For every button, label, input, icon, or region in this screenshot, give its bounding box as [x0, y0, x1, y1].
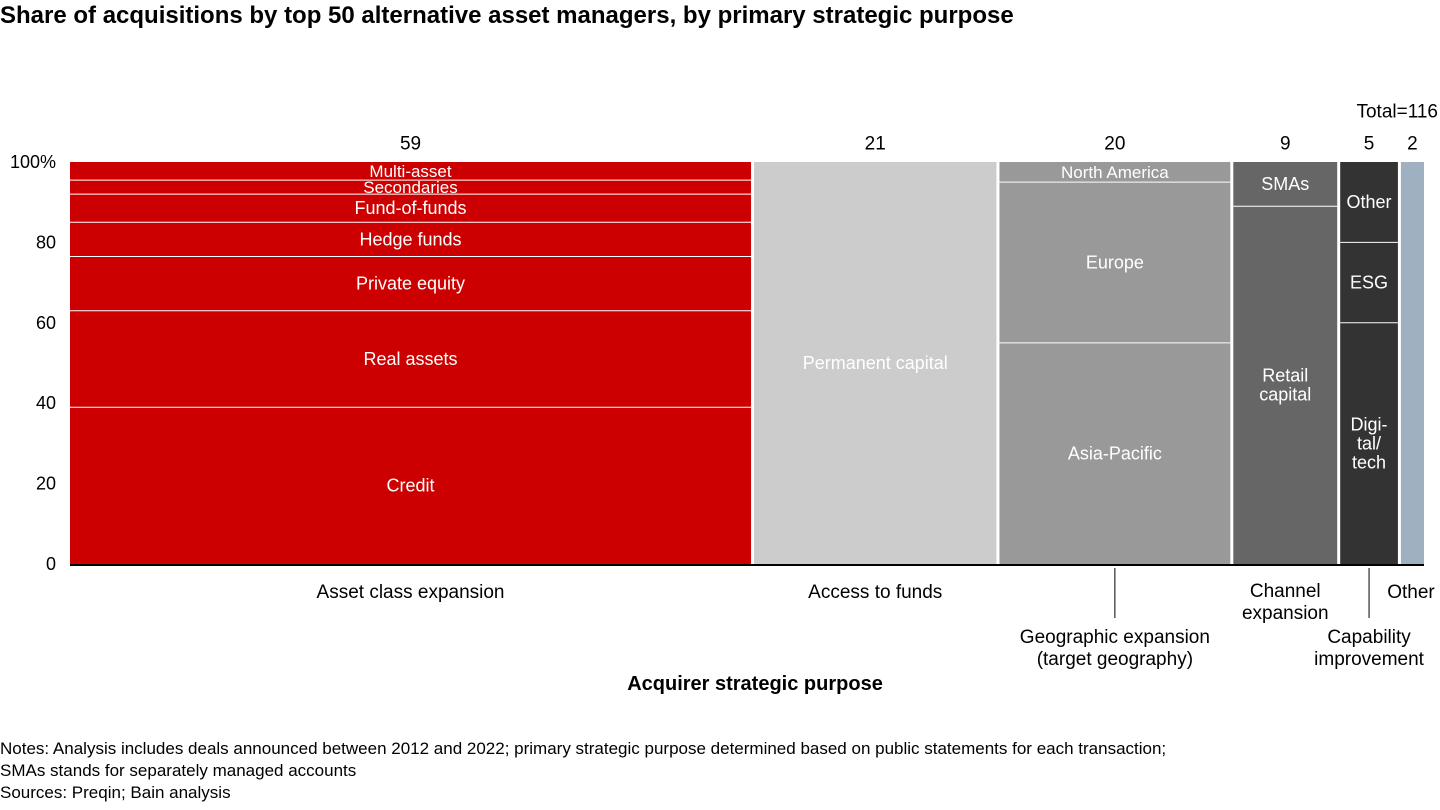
segment-bar	[1400, 162, 1424, 564]
column-count-label: 20	[1104, 134, 1125, 155]
segment-bar	[1233, 162, 1338, 207]
category-label: Other	[1387, 582, 1435, 603]
x-axis-title: Acquirer strategic purpose	[627, 673, 883, 695]
segment-label: North America	[1061, 163, 1169, 182]
segment-bar	[1340, 162, 1398, 243]
segment-bar	[70, 222, 752, 257]
segment-label: Private equity	[356, 274, 465, 294]
chart-title: Share of acquisitions by top 50 alternat…	[0, 2, 1014, 29]
notes-line: Notes: Analysis includes deals announced…	[0, 739, 1167, 758]
y-tick-label: 0	[46, 554, 56, 574]
segment-label: Retail capital	[1259, 366, 1311, 405]
segment-label: Fund-of-funds	[354, 198, 466, 218]
total-label: Total=116	[1356, 102, 1438, 123]
segment-bar	[999, 182, 1231, 343]
marimekko-chart: 100% 80 60 40 20 0 Credit Real assets Private eq…	[10, 102, 1438, 696]
segment-label: Real assets	[363, 349, 457, 369]
category-label: Access to funds	[808, 582, 942, 603]
notes-line: SMAs stands for separately managed accou…	[0, 761, 357, 780]
segment-label: SMAs	[1261, 174, 1309, 194]
segment-label: Digi-tal/tech	[1351, 414, 1388, 472]
column-count-label: 59	[400, 134, 421, 155]
segment-label: Credit	[387, 476, 435, 496]
column-count-label: 2	[1407, 134, 1418, 155]
segment-bar	[1340, 322, 1398, 564]
segment-label: Permanent capital	[803, 353, 948, 373]
segment-bar	[70, 256, 752, 311]
y-tick-label: 20	[36, 474, 56, 494]
category-label: Geographic expansion (target geography)	[1020, 627, 1210, 670]
y-tick-label: 60	[36, 313, 56, 333]
segment-label: Europe	[1086, 253, 1144, 273]
segment-bar	[754, 162, 997, 564]
segment-bar	[70, 194, 752, 223]
segment-label: Asia-Pacific	[1068, 443, 1162, 463]
y-tick-label: 80	[36, 232, 56, 252]
column-count-label: 21	[865, 134, 886, 155]
column-count-label: 9	[1280, 134, 1291, 155]
segment-bar	[999, 162, 1231, 183]
segment-label: Other	[1347, 192, 1392, 212]
sources-line: Sources: Preqin; Bain analysis	[0, 783, 231, 802]
notes-section: Notes: Analysis includes deals announced…	[0, 738, 1166, 804]
segment-bar	[1233, 206, 1338, 564]
category-label: Channel expansion	[1242, 581, 1329, 624]
segment-label: Secondaries	[363, 178, 458, 197]
y-tick-label: 40	[36, 393, 56, 413]
segment-label: Multi-asset	[369, 162, 451, 181]
category-label: Capability improvement	[1314, 627, 1425, 670]
category-label: Asset class expansion	[317, 582, 505, 603]
segment-bar	[1340, 242, 1398, 323]
segment-bar	[70, 180, 752, 195]
segment-bar	[70, 310, 752, 408]
column-count-label: 5	[1364, 134, 1375, 155]
segment-label: ESG	[1350, 273, 1388, 293]
segment-bar	[70, 162, 752, 181]
y-tick-label: 100%	[10, 152, 56, 172]
segment-label: Hedge funds	[359, 229, 461, 249]
segment-bar	[70, 407, 752, 564]
segment-bar	[999, 342, 1231, 564]
